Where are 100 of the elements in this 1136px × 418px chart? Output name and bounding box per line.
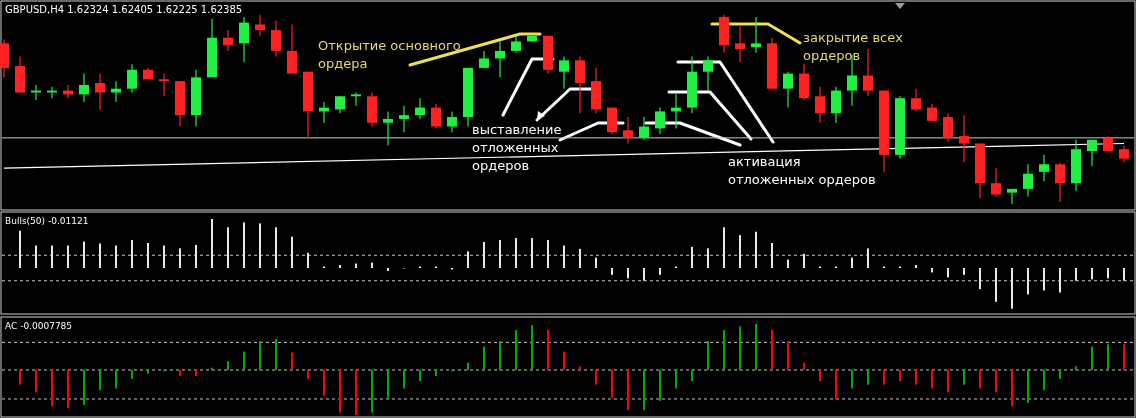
bar bbox=[595, 370, 597, 385]
bar bbox=[1107, 344, 1109, 370]
bar bbox=[1011, 370, 1013, 407]
candlestick bbox=[815, 86, 825, 124]
bar bbox=[243, 351, 245, 370]
bar bbox=[435, 370, 437, 376]
bar bbox=[339, 265, 341, 268]
bar bbox=[659, 370, 661, 401]
bar bbox=[115, 245, 117, 268]
bar bbox=[787, 259, 789, 268]
bar bbox=[611, 370, 613, 398]
bar bbox=[563, 245, 565, 268]
bar bbox=[547, 329, 549, 370]
candlestick bbox=[911, 88, 921, 112]
bar bbox=[131, 370, 133, 379]
bar bbox=[99, 243, 101, 268]
bar bbox=[963, 268, 965, 275]
bar bbox=[1075, 268, 1077, 281]
bar bbox=[1011, 268, 1013, 309]
candlestick bbox=[831, 86, 841, 124]
bar bbox=[51, 245, 53, 268]
bar bbox=[515, 329, 517, 370]
bar bbox=[579, 248, 581, 268]
bar bbox=[979, 268, 981, 290]
candlestick bbox=[1055, 161, 1065, 203]
bar bbox=[675, 370, 677, 389]
candlestick bbox=[623, 116, 633, 145]
bar bbox=[211, 219, 213, 268]
annotation: выставление отложенных ордеров bbox=[472, 122, 562, 173]
bar bbox=[723, 227, 725, 268]
bar bbox=[163, 245, 165, 268]
candlestick bbox=[495, 40, 505, 78]
bar bbox=[707, 341, 709, 370]
bar bbox=[371, 262, 373, 268]
candlestick bbox=[863, 48, 873, 97]
bar bbox=[515, 238, 517, 268]
candlestick bbox=[735, 25, 745, 63]
candlestick bbox=[287, 23, 297, 75]
bar bbox=[179, 248, 181, 268]
bar bbox=[147, 243, 149, 268]
bar bbox=[67, 245, 69, 268]
bar bbox=[531, 238, 533, 268]
bar bbox=[739, 235, 741, 268]
bar bbox=[387, 268, 389, 271]
annotation: активация отложенных ордеров bbox=[728, 154, 876, 187]
bar bbox=[547, 240, 549, 268]
bar bbox=[35, 370, 37, 393]
bar bbox=[1043, 268, 1045, 291]
candlestick bbox=[79, 72, 89, 103]
bar bbox=[51, 370, 53, 407]
bar bbox=[483, 346, 485, 370]
candlestick bbox=[431, 103, 441, 129]
candlestick bbox=[751, 16, 761, 54]
bar bbox=[403, 370, 405, 389]
candlestick bbox=[239, 16, 249, 63]
bar bbox=[1107, 268, 1109, 279]
bar bbox=[499, 341, 501, 370]
bar bbox=[643, 268, 645, 281]
bar bbox=[867, 370, 869, 385]
chart-title: Bulls(50) -0.01121 bbox=[5, 216, 89, 226]
bar bbox=[339, 370, 341, 413]
bar bbox=[291, 236, 293, 268]
bar bbox=[259, 223, 261, 268]
bar bbox=[1059, 268, 1061, 293]
candlestick bbox=[1007, 188, 1017, 205]
bar bbox=[995, 268, 997, 302]
bar bbox=[595, 257, 597, 268]
bar bbox=[99, 370, 101, 391]
bar bbox=[19, 230, 21, 268]
bar bbox=[1123, 344, 1125, 370]
bar bbox=[131, 240, 133, 268]
candlestick bbox=[399, 105, 409, 133]
bar bbox=[355, 370, 357, 416]
bar bbox=[803, 253, 805, 268]
candlestick bbox=[1023, 163, 1033, 198]
bar bbox=[611, 268, 613, 275]
candlestick bbox=[655, 107, 665, 135]
bar bbox=[195, 370, 197, 376]
bar bbox=[307, 252, 309, 268]
bar bbox=[851, 370, 853, 389]
bar bbox=[227, 227, 229, 268]
bar bbox=[563, 351, 565, 370]
bar bbox=[739, 326, 741, 370]
chart-title: AC -0.0007785 bbox=[5, 321, 73, 331]
bar bbox=[1043, 370, 1045, 391]
bar bbox=[227, 361, 229, 370]
candlestick bbox=[639, 116, 649, 141]
bar bbox=[691, 370, 693, 382]
bar bbox=[755, 324, 757, 370]
bar bbox=[275, 339, 277, 370]
bar bbox=[659, 268, 661, 275]
bar bbox=[851, 257, 853, 268]
bar bbox=[627, 268, 629, 279]
candlestick bbox=[415, 97, 425, 120]
bar bbox=[67, 370, 69, 409]
bar bbox=[819, 370, 821, 382]
candlestick bbox=[991, 167, 1001, 198]
bar bbox=[915, 265, 917, 268]
candlestick bbox=[447, 110, 457, 133]
candlestick bbox=[703, 55, 713, 92]
